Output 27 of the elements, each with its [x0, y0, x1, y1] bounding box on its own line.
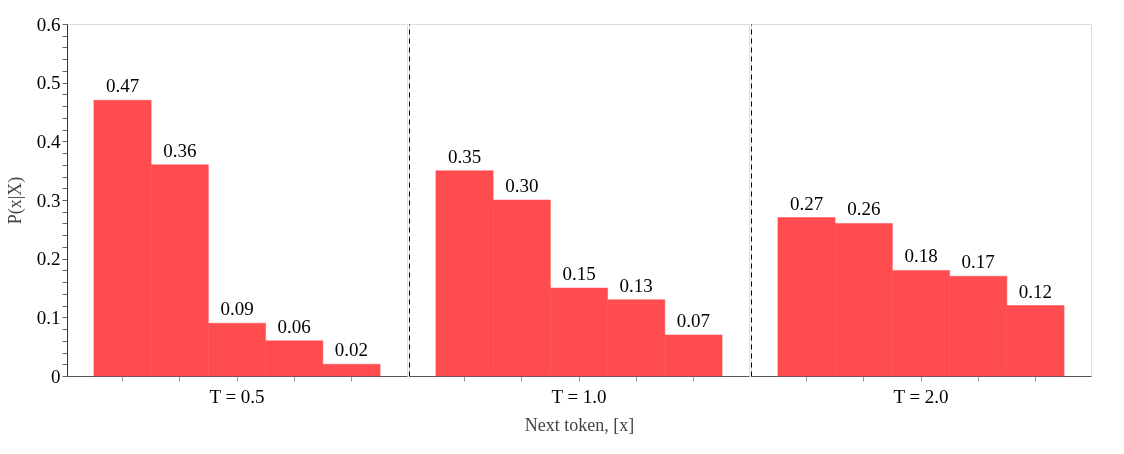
y-tick-label: 0.2 — [36, 248, 61, 270]
data-label: 0.13 — [619, 274, 653, 296]
data-label: 0.06 — [277, 315, 311, 337]
y-tick-label: 0.4 — [36, 130, 61, 152]
data-label: 0.17 — [961, 251, 995, 273]
x-tick-label: T = 1.0 — [551, 385, 607, 407]
data-label: 0.12 — [1018, 280, 1053, 302]
y-tick-label: 0.5 — [36, 72, 61, 94]
y-tick-label: 0.3 — [36, 189, 61, 211]
y-tick-label: 0 — [51, 365, 61, 387]
data-label: 0.09 — [220, 298, 254, 320]
x-tick-label: T = 0.5 — [209, 385, 265, 407]
x-axis-title: Next token, [x] — [524, 414, 635, 435]
y-tick-label: 0.1 — [36, 306, 61, 328]
data-label: 0.47 — [105, 75, 140, 97]
x-tick-label: T = 2.0 — [893, 385, 949, 407]
data-label: 0.30 — [505, 175, 539, 196]
data-label: 0.35 — [447, 145, 482, 167]
data-label: 0.27 — [789, 192, 824, 214]
data-label: 0.36 — [163, 139, 197, 161]
data-label: 0.07 — [676, 309, 711, 331]
y-tick-label: 0.6 — [36, 13, 61, 35]
data-label: 0.02 — [334, 339, 369, 361]
data-label: 0.18 — [904, 245, 938, 267]
data-label: 0.15 — [562, 263, 596, 284]
data-label: 0.26 — [847, 198, 881, 220]
y-axis-title: P(x|X) — [4, 176, 26, 225]
